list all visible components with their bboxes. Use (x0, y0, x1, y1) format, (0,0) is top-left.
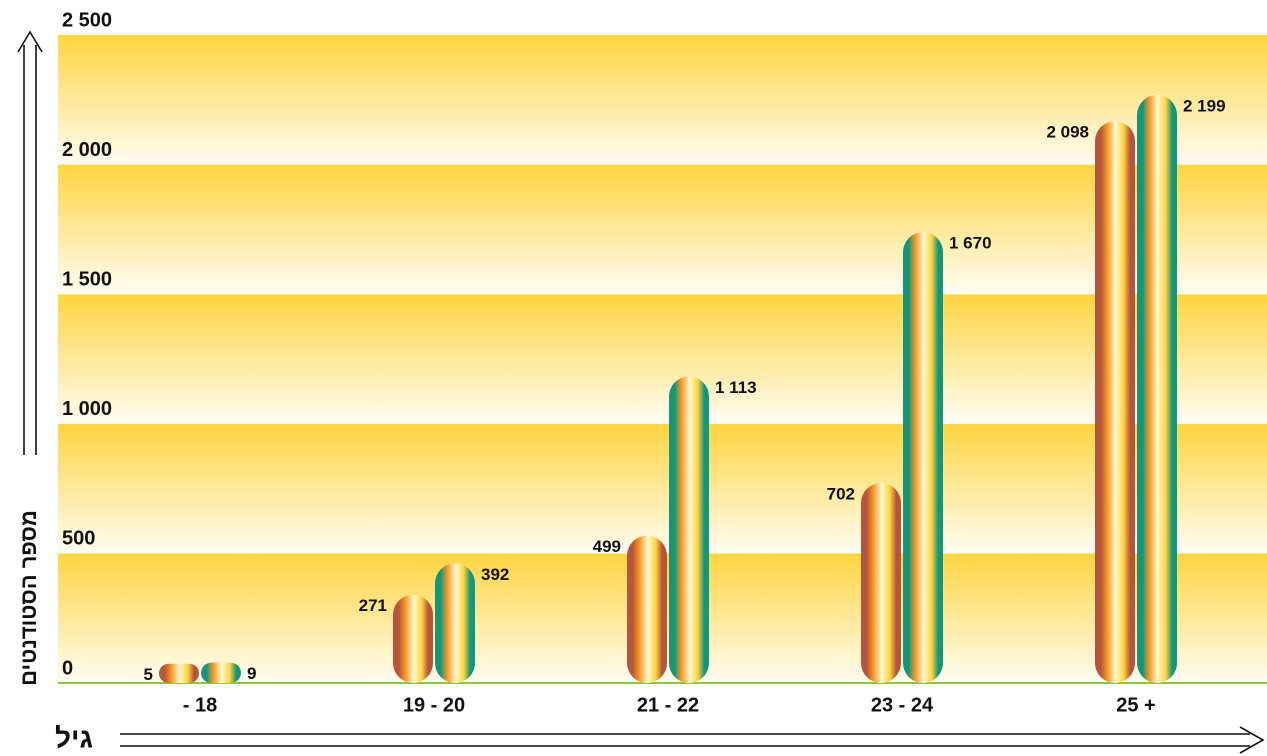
bar (393, 594, 433, 683)
value-label: 702 (827, 485, 855, 504)
bar (1137, 95, 1177, 683)
x-tick-label: 21 - 22 (637, 694, 699, 716)
value-label: 271 (359, 596, 387, 615)
bar (159, 663, 199, 683)
value-label: 5 (144, 665, 153, 684)
bar (201, 662, 241, 683)
bar (435, 563, 475, 683)
bar (903, 232, 943, 684)
x-tick-label: 25 + (1116, 694, 1155, 716)
y-tick-label: 500 (62, 528, 95, 550)
bands (58, 35, 1267, 683)
value-label: 392 (481, 565, 509, 584)
value-label: 9 (247, 664, 256, 683)
x-tick-label: 19 - 20 (403, 694, 465, 716)
bar (861, 483, 901, 683)
bar (1095, 121, 1135, 683)
grid-band (58, 423, 1267, 554)
x-tick-label: - 18 (183, 694, 217, 716)
y-tick-label: 2 000 (62, 139, 112, 161)
x-arrow (120, 726, 1265, 754)
y-arrow (17, 30, 43, 455)
value-label: 1 670 (949, 234, 992, 253)
value-label: 2 098 (1046, 123, 1089, 142)
bar (627, 535, 667, 683)
x-axis-label: גיל (55, 722, 93, 753)
value-label: 499 (593, 537, 621, 556)
x-tick-label: 23 - 24 (871, 694, 934, 716)
grid-band (58, 294, 1267, 424)
value-label: 1 113 (715, 378, 757, 397)
grid-band (58, 35, 1267, 165)
y-axis-label: מספר הסטודנטים (16, 510, 41, 686)
y-tick-label: 2 500 (62, 9, 112, 31)
y-tick-label: 1 500 (62, 268, 112, 290)
y-tick-label: 0 (62, 657, 73, 679)
grid-band (58, 164, 1267, 295)
bar (669, 376, 709, 683)
y-tick-label: 1 000 (62, 398, 112, 420)
value-label: 2 199 (1183, 97, 1226, 116)
